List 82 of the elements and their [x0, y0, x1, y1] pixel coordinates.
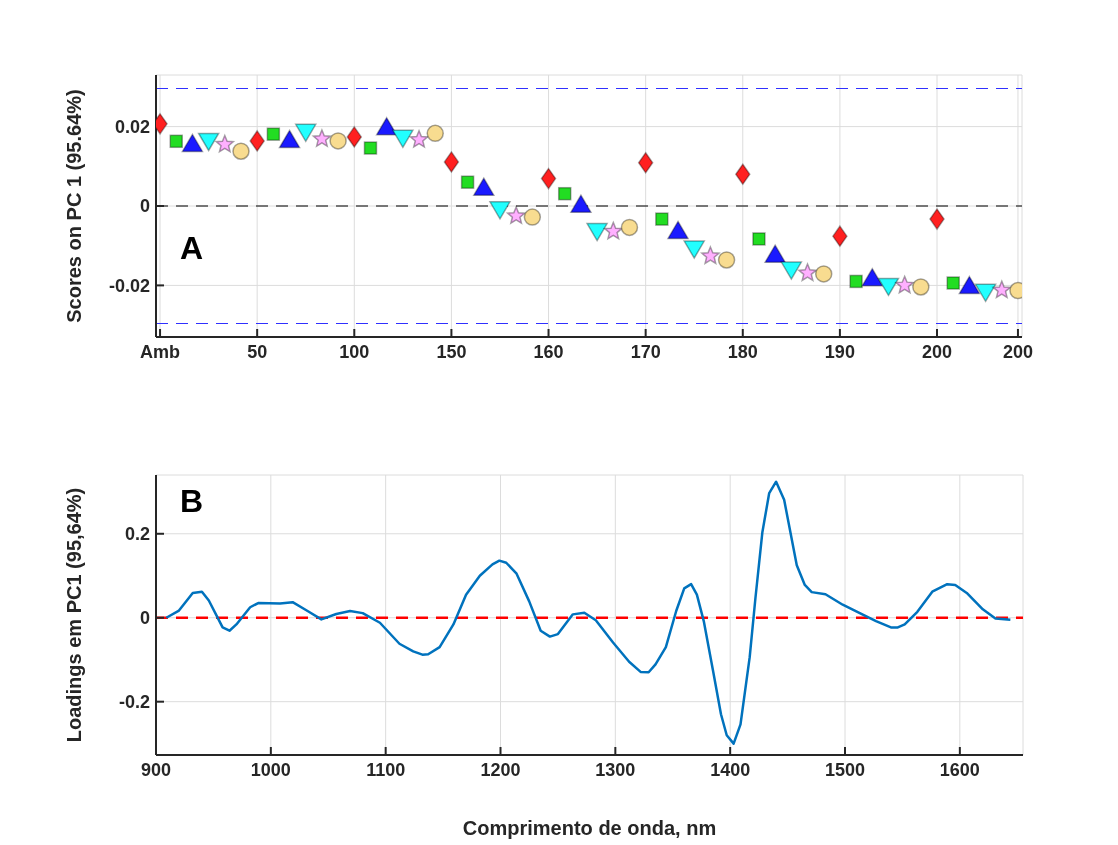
x-tick-label: 180: [727, 341, 758, 362]
x-tick-label: 1100: [366, 759, 406, 780]
annotation: A: [180, 230, 204, 267]
x-tick-label: 200: [1002, 341, 1033, 362]
x-tick-label: 50: [247, 341, 268, 362]
point: [655, 212, 669, 226]
annotation: B: [180, 483, 204, 520]
point: [717, 251, 736, 269]
x-tick-label: 160: [533, 341, 564, 362]
point: [363, 141, 378, 155]
y-tick-label: 0: [139, 196, 150, 217]
y-axis-title: Loadings em PC1 (95,64%): [63, 487, 86, 743]
point: [346, 126, 363, 148]
point: [294, 123, 317, 143]
point: [603, 221, 623, 240]
y-tick-label: 0.02: [114, 117, 150, 137]
point: [974, 283, 997, 303]
point: [752, 232, 766, 246]
x-tick-label: 200: [922, 341, 953, 362]
point: [506, 206, 526, 224]
point: [473, 177, 495, 196]
point: [523, 208, 542, 226]
point: [278, 129, 301, 149]
point: [958, 275, 981, 295]
point: [409, 129, 429, 148]
point: [895, 275, 914, 294]
point: [667, 220, 689, 240]
point: [735, 163, 751, 185]
y-tick-label: 0.2: [124, 524, 150, 545]
x-tick-label: Amb: [140, 341, 181, 362]
point: [232, 142, 250, 160]
x-tick-label: 170: [630, 341, 661, 362]
point: [460, 175, 475, 189]
point: [312, 129, 332, 147]
point: [912, 278, 930, 296]
point: [570, 194, 592, 213]
x-tick-label: 1400: [710, 759, 751, 780]
point: [329, 132, 347, 150]
point: [489, 201, 511, 220]
y-axis-title: Scores on PC 1 (95.64%): [63, 89, 86, 323]
point: [540, 167, 557, 190]
point: [181, 133, 204, 153]
point: [266, 127, 281, 141]
point: [215, 134, 235, 153]
line-series: [165, 480, 1012, 745]
x-tick-label: 900: [140, 759, 172, 780]
point: [701, 246, 720, 265]
x-tick-label: 1200: [480, 759, 521, 780]
x-tick-label: 1600: [939, 759, 980, 780]
y-tick-label: -0.2: [118, 692, 150, 713]
x-tick-label: 190: [824, 341, 855, 362]
point: [849, 274, 863, 289]
x-tick-label: 1500: [824, 759, 866, 780]
point: [780, 261, 803, 280]
point: [946, 276, 960, 290]
point: [197, 132, 220, 152]
point: [637, 151, 654, 174]
point: [814, 265, 833, 283]
point: [169, 134, 183, 149]
point: [929, 208, 945, 230]
x-tick-label: 150: [436, 341, 467, 362]
y-tick-label: 0: [139, 608, 150, 629]
point: [586, 222, 608, 242]
x-tick-label: 1300: [595, 759, 636, 780]
point: [375, 117, 398, 136]
point: [249, 130, 265, 152]
y-tick-label: -0.02: [108, 275, 150, 296]
point: [992, 280, 1012, 299]
point: [557, 186, 572, 201]
x-tick-label: 100: [339, 341, 370, 362]
point: [426, 124, 444, 143]
point: [877, 277, 900, 297]
point: [832, 225, 848, 247]
point: [683, 240, 705, 259]
x-axis-title: Comprimento de onda, nm: [462, 817, 717, 839]
point: [392, 129, 414, 149]
point: [443, 151, 460, 173]
point: [861, 267, 884, 287]
point: [764, 244, 786, 263]
point: [620, 218, 639, 237]
x-tick-label: 1000: [250, 759, 291, 780]
point: [798, 263, 817, 282]
